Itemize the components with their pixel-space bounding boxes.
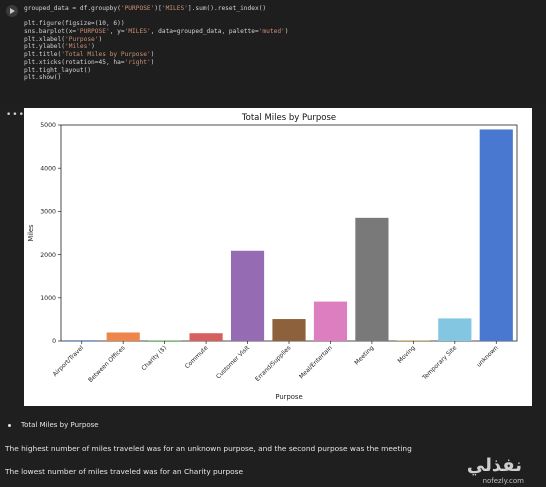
x-tick-label: Errand/Supplies [254, 344, 292, 382]
chart-figure: Total Miles by Purpose 0 1000 2000 3000 4000 5… [24, 108, 532, 406]
bar [106, 332, 140, 341]
code-token: grouped_data = df.groupby( [24, 5, 121, 12]
code-token: 'MILES' [161, 5, 188, 12]
y-tick-label: 5000 [40, 122, 56, 129]
code-cell[interactable]: grouped_data = df.groupby('PURPOSE')['MI… [0, 0, 546, 105]
code-line: plt.figure(figsize=(10, 6)) [24, 20, 289, 28]
code-token: sns.barplot(x= [24, 28, 77, 36]
text-cell [0, 413, 546, 487]
code-token: ].sum().reset_index() [187, 5, 267, 12]
code-line: plt.title('Total Miles by Purpose') [24, 51, 289, 59]
code-line: plt.show() [24, 74, 289, 82]
code-editor[interactable]: grouped_data = df.groupby('PURPOSE')['MI… [24, 5, 289, 82]
y-tick-label: 2000 [40, 252, 56, 259]
paragraph-highest: The highest number of miles traveled was… [5, 444, 412, 453]
code-token: ) [91, 43, 95, 51]
code-token: ) [284, 28, 289, 36]
code-token: ) [150, 51, 155, 59]
code-token: plt.xlabel( [24, 35, 65, 43]
x-tick-label: Meal/Entertain [298, 344, 334, 380]
x-tick-label: unknown [475, 344, 499, 368]
x-tick-label: Charity ($) [140, 344, 168, 372]
bullet-dot-icon [8, 423, 11, 427]
x-axis-label: Purpose [275, 393, 302, 401]
y-tick-label: 0 [52, 338, 56, 345]
watermark-logo: نفذلي nofezly.com [432, 455, 542, 487]
x-tick-label: Customer Visit [215, 344, 251, 380]
y-tick-label: 3000 [40, 209, 56, 216]
chart-title: Total Miles by Purpose [241, 113, 336, 123]
code-token: 'muted' [258, 28, 285, 36]
code-token: 'MILES' [124, 28, 151, 36]
bullet-text: Total Miles by Purpose [21, 421, 99, 429]
bar [479, 129, 513, 341]
code-token: 'Miles' [64, 43, 92, 51]
code-token: 'right' [124, 58, 151, 66]
code-line: grouped_data = df.groupby('PURPOSE')['MI… [24, 5, 289, 13]
watermark-url: nofezly.com [482, 477, 524, 485]
paragraph-lowest: The lowest number of miles traveled was … [5, 467, 244, 476]
y-tick-label: 1000 [40, 295, 56, 302]
code-token: 'Purpose' [64, 35, 99, 43]
bar-chart: Total Miles by Purpose 0 1000 2000 3000 4000 5… [27, 113, 518, 401]
code-token: , data=grouped_data, palette= [150, 28, 259, 36]
code-line: plt.xlabel('Purpose') [24, 36, 289, 44]
code-line: plt.tight_layout() [24, 67, 289, 75]
bar [148, 340, 182, 341]
x-tick-label: Commute [184, 344, 210, 370]
y-axis-label: Miles [27, 224, 35, 241]
plot-frame [60, 124, 518, 342]
bar [230, 250, 265, 341]
ellipsis-icon[interactable]: ••• [6, 110, 25, 120]
code-line: sns.barplot(x='PURPOSE', y='MILES', data… [24, 28, 289, 36]
code-token: plt.xticks(rotation=45, ha= [24, 58, 125, 66]
code-token: 'Total Miles by Purpose' [61, 51, 151, 59]
code-token: ) [150, 58, 155, 66]
bullet-item: Total Miles by Purpose [8, 421, 99, 429]
x-tick-label: Moving [396, 344, 416, 364]
x-tick-label: Airport/Travel [52, 344, 86, 378]
bar [65, 340, 99, 341]
code-token: plt.figure(figsize=(10, 6)) [24, 20, 125, 28]
bar [313, 301, 348, 341]
bar [189, 333, 223, 341]
code-token: , y= [109, 28, 125, 36]
code-token: 'PURPOSE' [76, 28, 110, 36]
run-cell-icon[interactable] [6, 5, 18, 17]
watermark-arabic: نفذلي [466, 455, 522, 476]
code-token: plt.ylabel( [24, 43, 65, 51]
code-line: plt.ylabel('Miles') [24, 43, 289, 51]
code-token: )[ [154, 5, 162, 12]
y-tick-label: 4000 [40, 165, 56, 172]
code-line: plt.xticks(rotation=45, ha='right') [24, 59, 289, 67]
code-token: plt.title( [24, 51, 62, 59]
code-token: 'PURPOSE' [120, 5, 155, 12]
x-tick-label: Meeting [353, 344, 375, 366]
bar [272, 319, 306, 341]
bar [438, 318, 472, 341]
code-token: ) [98, 35, 103, 43]
code-token: plt.tight_layout() [24, 66, 92, 74]
bar [396, 340, 430, 341]
x-tick-label: Temporary Site [421, 344, 459, 382]
x-tick-label: Between Offices [87, 344, 126, 383]
bar [355, 217, 389, 341]
code-line [24, 13, 289, 21]
code-token: plt.show() [24, 74, 62, 82]
